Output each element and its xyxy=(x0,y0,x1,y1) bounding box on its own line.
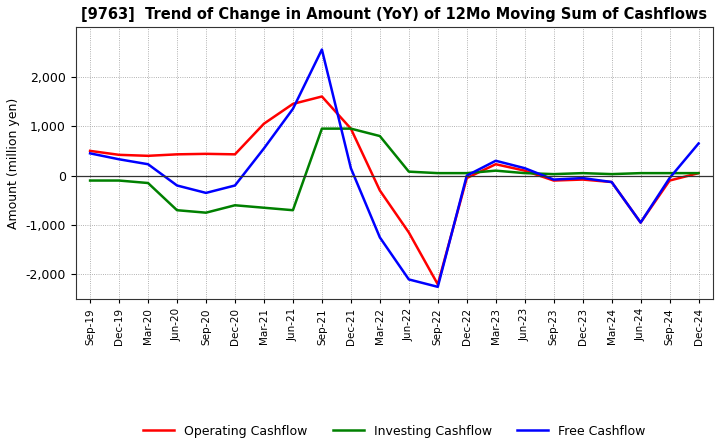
Free Cashflow xyxy=(549,177,558,182)
Free Cashflow xyxy=(202,190,210,195)
Investing Cashflow xyxy=(376,133,384,139)
Free Cashflow xyxy=(86,151,94,156)
Operating Cashflow xyxy=(230,152,239,157)
Operating Cashflow xyxy=(665,178,674,183)
Free Cashflow xyxy=(289,106,297,111)
Investing Cashflow xyxy=(318,126,326,131)
Free Cashflow xyxy=(462,173,471,178)
Investing Cashflow xyxy=(202,210,210,215)
Investing Cashflow xyxy=(433,170,442,176)
Operating Cashflow xyxy=(202,151,210,157)
Investing Cashflow xyxy=(665,170,674,176)
Investing Cashflow xyxy=(549,172,558,177)
Operating Cashflow xyxy=(492,161,500,167)
Investing Cashflow xyxy=(405,169,413,174)
Y-axis label: Amount (million yen): Amount (million yen) xyxy=(7,98,20,229)
Free Cashflow xyxy=(405,277,413,282)
Operating Cashflow xyxy=(260,121,269,126)
Title: [9763]  Trend of Change in Amount (YoY) of 12Mo Moving Sum of Cashflows: [9763] Trend of Change in Amount (YoY) o… xyxy=(81,7,707,22)
Free Cashflow xyxy=(260,146,269,151)
Investing Cashflow xyxy=(694,170,703,176)
Operating Cashflow xyxy=(636,220,645,225)
Investing Cashflow xyxy=(608,172,616,177)
Operating Cashflow xyxy=(462,176,471,181)
Free Cashflow xyxy=(492,158,500,163)
Investing Cashflow xyxy=(144,180,153,186)
Operating Cashflow xyxy=(694,170,703,176)
Investing Cashflow xyxy=(289,208,297,213)
Line: Free Cashflow: Free Cashflow xyxy=(90,50,698,287)
Free Cashflow xyxy=(433,284,442,290)
Operating Cashflow xyxy=(405,230,413,235)
Free Cashflow xyxy=(346,165,355,171)
Operating Cashflow xyxy=(289,101,297,106)
Operating Cashflow xyxy=(608,180,616,185)
Free Cashflow xyxy=(114,157,123,162)
Operating Cashflow xyxy=(144,153,153,158)
Free Cashflow xyxy=(230,183,239,188)
Free Cashflow xyxy=(694,141,703,146)
Investing Cashflow xyxy=(492,168,500,173)
Investing Cashflow xyxy=(521,170,529,176)
Operating Cashflow xyxy=(346,126,355,131)
Free Cashflow xyxy=(173,183,181,188)
Line: Operating Cashflow: Operating Cashflow xyxy=(90,96,698,284)
Investing Cashflow xyxy=(462,170,471,176)
Line: Investing Cashflow: Investing Cashflow xyxy=(90,128,698,213)
Investing Cashflow xyxy=(173,208,181,213)
Free Cashflow xyxy=(608,180,616,185)
Operating Cashflow xyxy=(578,177,587,182)
Free Cashflow xyxy=(578,176,587,181)
Free Cashflow xyxy=(636,220,645,225)
Investing Cashflow xyxy=(636,170,645,176)
Operating Cashflow xyxy=(114,152,123,158)
Investing Cashflow xyxy=(346,126,355,131)
Investing Cashflow xyxy=(86,178,94,183)
Free Cashflow xyxy=(144,161,153,167)
Investing Cashflow xyxy=(230,203,239,208)
Operating Cashflow xyxy=(318,94,326,99)
Free Cashflow xyxy=(318,47,326,52)
Investing Cashflow xyxy=(114,178,123,183)
Free Cashflow xyxy=(521,165,529,171)
Operating Cashflow xyxy=(173,152,181,157)
Operating Cashflow xyxy=(549,178,558,183)
Operating Cashflow xyxy=(86,148,94,154)
Free Cashflow xyxy=(665,176,674,181)
Investing Cashflow xyxy=(578,170,587,176)
Legend: Operating Cashflow, Investing Cashflow, Free Cashflow: Operating Cashflow, Investing Cashflow, … xyxy=(138,420,651,440)
Free Cashflow xyxy=(376,235,384,240)
Investing Cashflow xyxy=(260,205,269,210)
Operating Cashflow xyxy=(521,168,529,173)
Operating Cashflow xyxy=(433,282,442,287)
Operating Cashflow xyxy=(376,188,384,193)
